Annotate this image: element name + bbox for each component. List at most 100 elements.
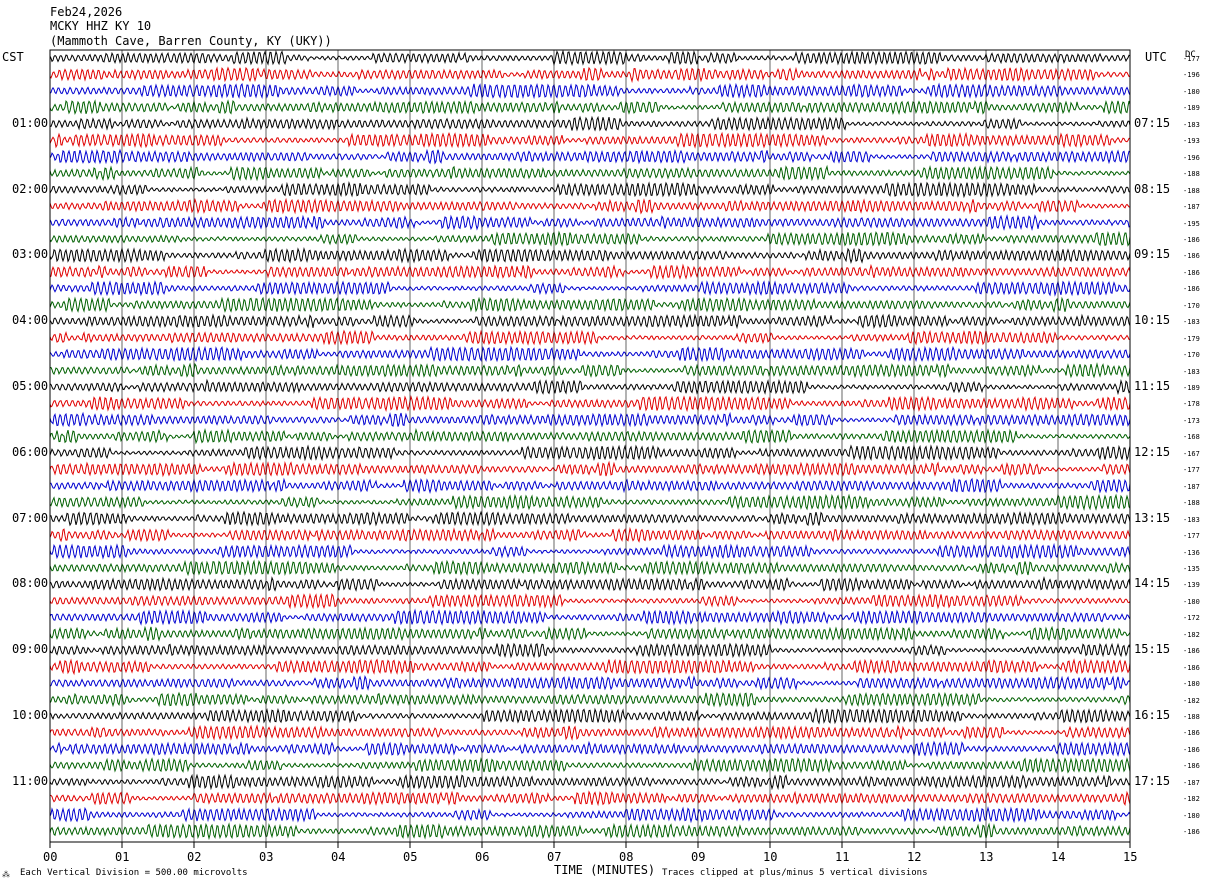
right-hour-label: 15:15	[1134, 642, 1171, 657]
right-hour-label: 17:15	[1134, 773, 1171, 788]
seismic-trace	[49, 131, 1130, 149]
dc-offset-value: -177	[1183, 55, 1200, 63]
x-tick-label: 14	[1051, 850, 1066, 864]
right-hour-label: 11:15	[1134, 379, 1171, 393]
plot-date: Feb24,2026	[50, 5, 123, 19]
seismic-trace	[49, 66, 1131, 84]
dc-offset-value: -180	[1183, 597, 1200, 606]
left-hour-label: 09:00	[12, 642, 49, 657]
x-tick-label: 10	[763, 850, 778, 864]
seismic-trace	[49, 592, 1131, 610]
dc-offset-value: -187	[1183, 203, 1200, 212]
dc-offset-value: -180	[1183, 87, 1200, 96]
dc-offset-value: -196	[1183, 71, 1200, 80]
dc-offset-value: -182	[1183, 630, 1200, 639]
left-timezone-label: CST	[2, 50, 24, 64]
dc-offset-value: -177	[1183, 532, 1200, 541]
dc-offset-value: -186	[1183, 268, 1200, 277]
seismic-trace	[49, 822, 1131, 841]
dc-offset-value: -187	[1183, 778, 1200, 787]
x-tick-label: 06	[475, 850, 490, 864]
x-tick-label: 08	[619, 850, 634, 864]
dc-offset-value: -180	[1183, 680, 1200, 689]
dc-offset-value: -186	[1183, 252, 1200, 261]
dc-offset-header: DC	[1185, 50, 1196, 60]
dc-offset-value: -136	[1183, 548, 1200, 557]
dc-offset-value: -189	[1183, 384, 1200, 392]
seismic-trace	[49, 329, 1130, 346]
dc-offset-value: -182	[1183, 696, 1200, 705]
dc-offset-value: -183	[1183, 367, 1200, 376]
seismic-trace	[49, 658, 1131, 676]
seismic-trace	[49, 280, 1131, 297]
minute-gridlines	[49, 50, 1131, 842]
dc-offset-value: -195	[1183, 219, 1200, 228]
seismic-trace	[49, 164, 1131, 182]
dc-offset-value: -180	[1183, 811, 1200, 820]
seismic-trace	[49, 99, 1131, 115]
seismic-trace	[49, 427, 1131, 445]
x-tick-label: 13	[979, 850, 994, 864]
left-hour-label: 06:00	[12, 444, 49, 459]
dc-offset-value: -177	[1183, 466, 1200, 475]
seismic-trace	[49, 460, 1131, 478]
seismic-trace	[49, 247, 1131, 265]
dc-offset-value: -186	[1183, 729, 1200, 738]
seismic-trace	[49, 691, 1131, 708]
dc-offset-value: -170	[1183, 301, 1200, 310]
x-tick-label: 07	[547, 850, 562, 864]
left-hour-label: 08:00	[12, 576, 49, 591]
seismic-trace	[50, 477, 1131, 494]
dc-offset-value: -188	[1183, 170, 1200, 179]
seismic-trace	[49, 49, 1131, 67]
clip-note: Traces clipped at plus/minus 5 vertical …	[662, 868, 928, 878]
x-tick-label: 15	[1123, 850, 1138, 864]
seismic-trace	[49, 559, 1131, 577]
seismic-trace	[49, 510, 1131, 527]
x-tick-label: 09	[691, 850, 706, 864]
dc-offset-value: -139	[1183, 581, 1200, 590]
right-hour-label: 13:15	[1134, 510, 1171, 525]
right-hour-label: 16:15	[1134, 708, 1171, 722]
dc-offset-value: -186	[1183, 647, 1200, 656]
x-tick-label: 11	[835, 850, 850, 864]
footer-marker-icon: ⁂	[2, 870, 10, 879]
seismic-trace	[49, 806, 1131, 824]
seismic-trace	[49, 625, 1131, 642]
dc-offset-value: -179	[1183, 334, 1200, 343]
station-code: MCKY HHZ KY 10	[50, 19, 152, 33]
seismic-trace	[49, 296, 1131, 314]
seismic-trace	[49, 757, 1131, 774]
x-axis-ticks	[49, 842, 1131, 848]
seismic-trace	[49, 773, 1131, 791]
dc-offset-value: -186	[1183, 828, 1200, 837]
dc-offset-value: -186	[1183, 762, 1200, 771]
dc-offset-value: -172	[1183, 614, 1200, 623]
left-hour-label: 11:00	[12, 773, 49, 788]
dc-offset-value: -135	[1183, 564, 1200, 573]
seismic-trace	[49, 180, 1131, 199]
seismic-trace	[49, 313, 1131, 330]
right-hour-label: 14:15	[1134, 576, 1171, 591]
dc-offset-value: -183	[1183, 515, 1200, 524]
seismic-trace	[49, 608, 1131, 626]
dc-offset-value: -182	[1183, 795, 1200, 804]
x-tick-label: 02	[187, 850, 202, 864]
dc-offset-value: -170	[1183, 351, 1200, 360]
x-tick-label: 01	[115, 850, 130, 864]
seismic-trace	[49, 526, 1131, 543]
dc-offset-value: -188	[1183, 713, 1200, 721]
dc-offset-value: -183	[1183, 120, 1200, 129]
dc-offset-value: -188	[1183, 186, 1200, 195]
x-tick-label: 12	[907, 850, 922, 864]
dc-offset-value: -187	[1183, 482, 1200, 491]
seismic-trace	[49, 115, 1131, 132]
seismic-trace	[49, 148, 1131, 165]
seismic-trace	[49, 790, 1131, 807]
left-hour-label: 02:00	[12, 181, 49, 196]
dc-offset-value: -186	[1183, 745, 1200, 754]
dc-offset-value: -186	[1183, 285, 1200, 294]
seismic-trace	[49, 197, 1131, 215]
right-timezone-label: UTC	[1145, 50, 1167, 64]
right-hour-label: 08:15	[1134, 181, 1171, 196]
